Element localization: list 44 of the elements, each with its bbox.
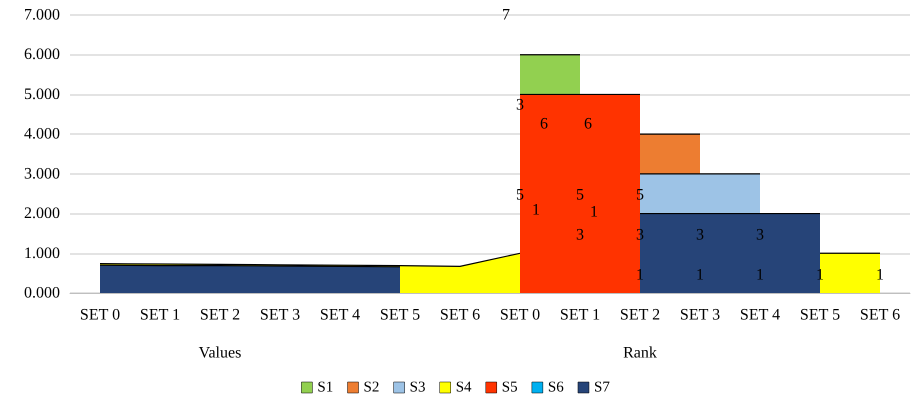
annotation: 5 (576, 186, 584, 204)
x-tick-label: SET 1 (140, 306, 180, 324)
y-tick-label: 0.000 (24, 284, 60, 302)
y-tick-label: 4.000 (24, 126, 60, 143)
legend-label: S2 (364, 380, 380, 396)
x-tick-label: SET 0 (500, 306, 540, 324)
legend-label: S7 (594, 380, 610, 396)
legend-label: S6 (548, 380, 564, 396)
y-tick-label: 6.000 (24, 46, 60, 64)
y-tick-label: 5.000 (24, 86, 60, 103)
y-tick-label: 3.000 (24, 165, 60, 182)
annotation: 1 (532, 202, 540, 218)
x-tick-label: SET 0 (80, 306, 120, 324)
x-tick-label: SET 3 (260, 306, 300, 324)
x-tick-label: SET 6 (860, 306, 900, 324)
text: Rank (623, 344, 657, 362)
annotation: 3 (516, 96, 524, 114)
x-tick-label: SET 3 (680, 306, 720, 324)
x-tick-label: SET 5 (800, 306, 840, 324)
x-tick-label: SET 5 (380, 306, 420, 324)
annotation: 1 (590, 204, 598, 220)
x-tick-label: SET 2 (620, 306, 660, 324)
annotation: 6 (584, 116, 592, 132)
legend-label: S4 (456, 380, 472, 396)
legend-label: S1 (317, 380, 334, 396)
annotation: 1 (696, 266, 704, 284)
annotation: 3 (696, 226, 704, 244)
annotation: 3 (756, 226, 764, 244)
y-tick-label: 7.000 (24, 6, 60, 24)
annotation: 3 (576, 226, 584, 244)
annotation: 6 (540, 116, 548, 132)
text: Values (198, 344, 242, 362)
y-tick-label: 1.000 (24, 244, 60, 262)
x-tick-label: SET 4 (740, 306, 780, 324)
y-tick-label: 2.000 (24, 205, 60, 222)
legend-label: S5 (502, 380, 518, 396)
x-tick-label: SET 1 (560, 306, 600, 324)
annotation: 3 (636, 226, 644, 244)
annotation: 1 (756, 266, 764, 284)
legend-label: S3 (410, 380, 426, 396)
annotation: 7 (502, 6, 510, 24)
x-tick-label: SET 2 (200, 306, 240, 324)
x-tick-label: SET 6 (440, 306, 480, 324)
x-tick-label: SET 4 (320, 306, 360, 324)
